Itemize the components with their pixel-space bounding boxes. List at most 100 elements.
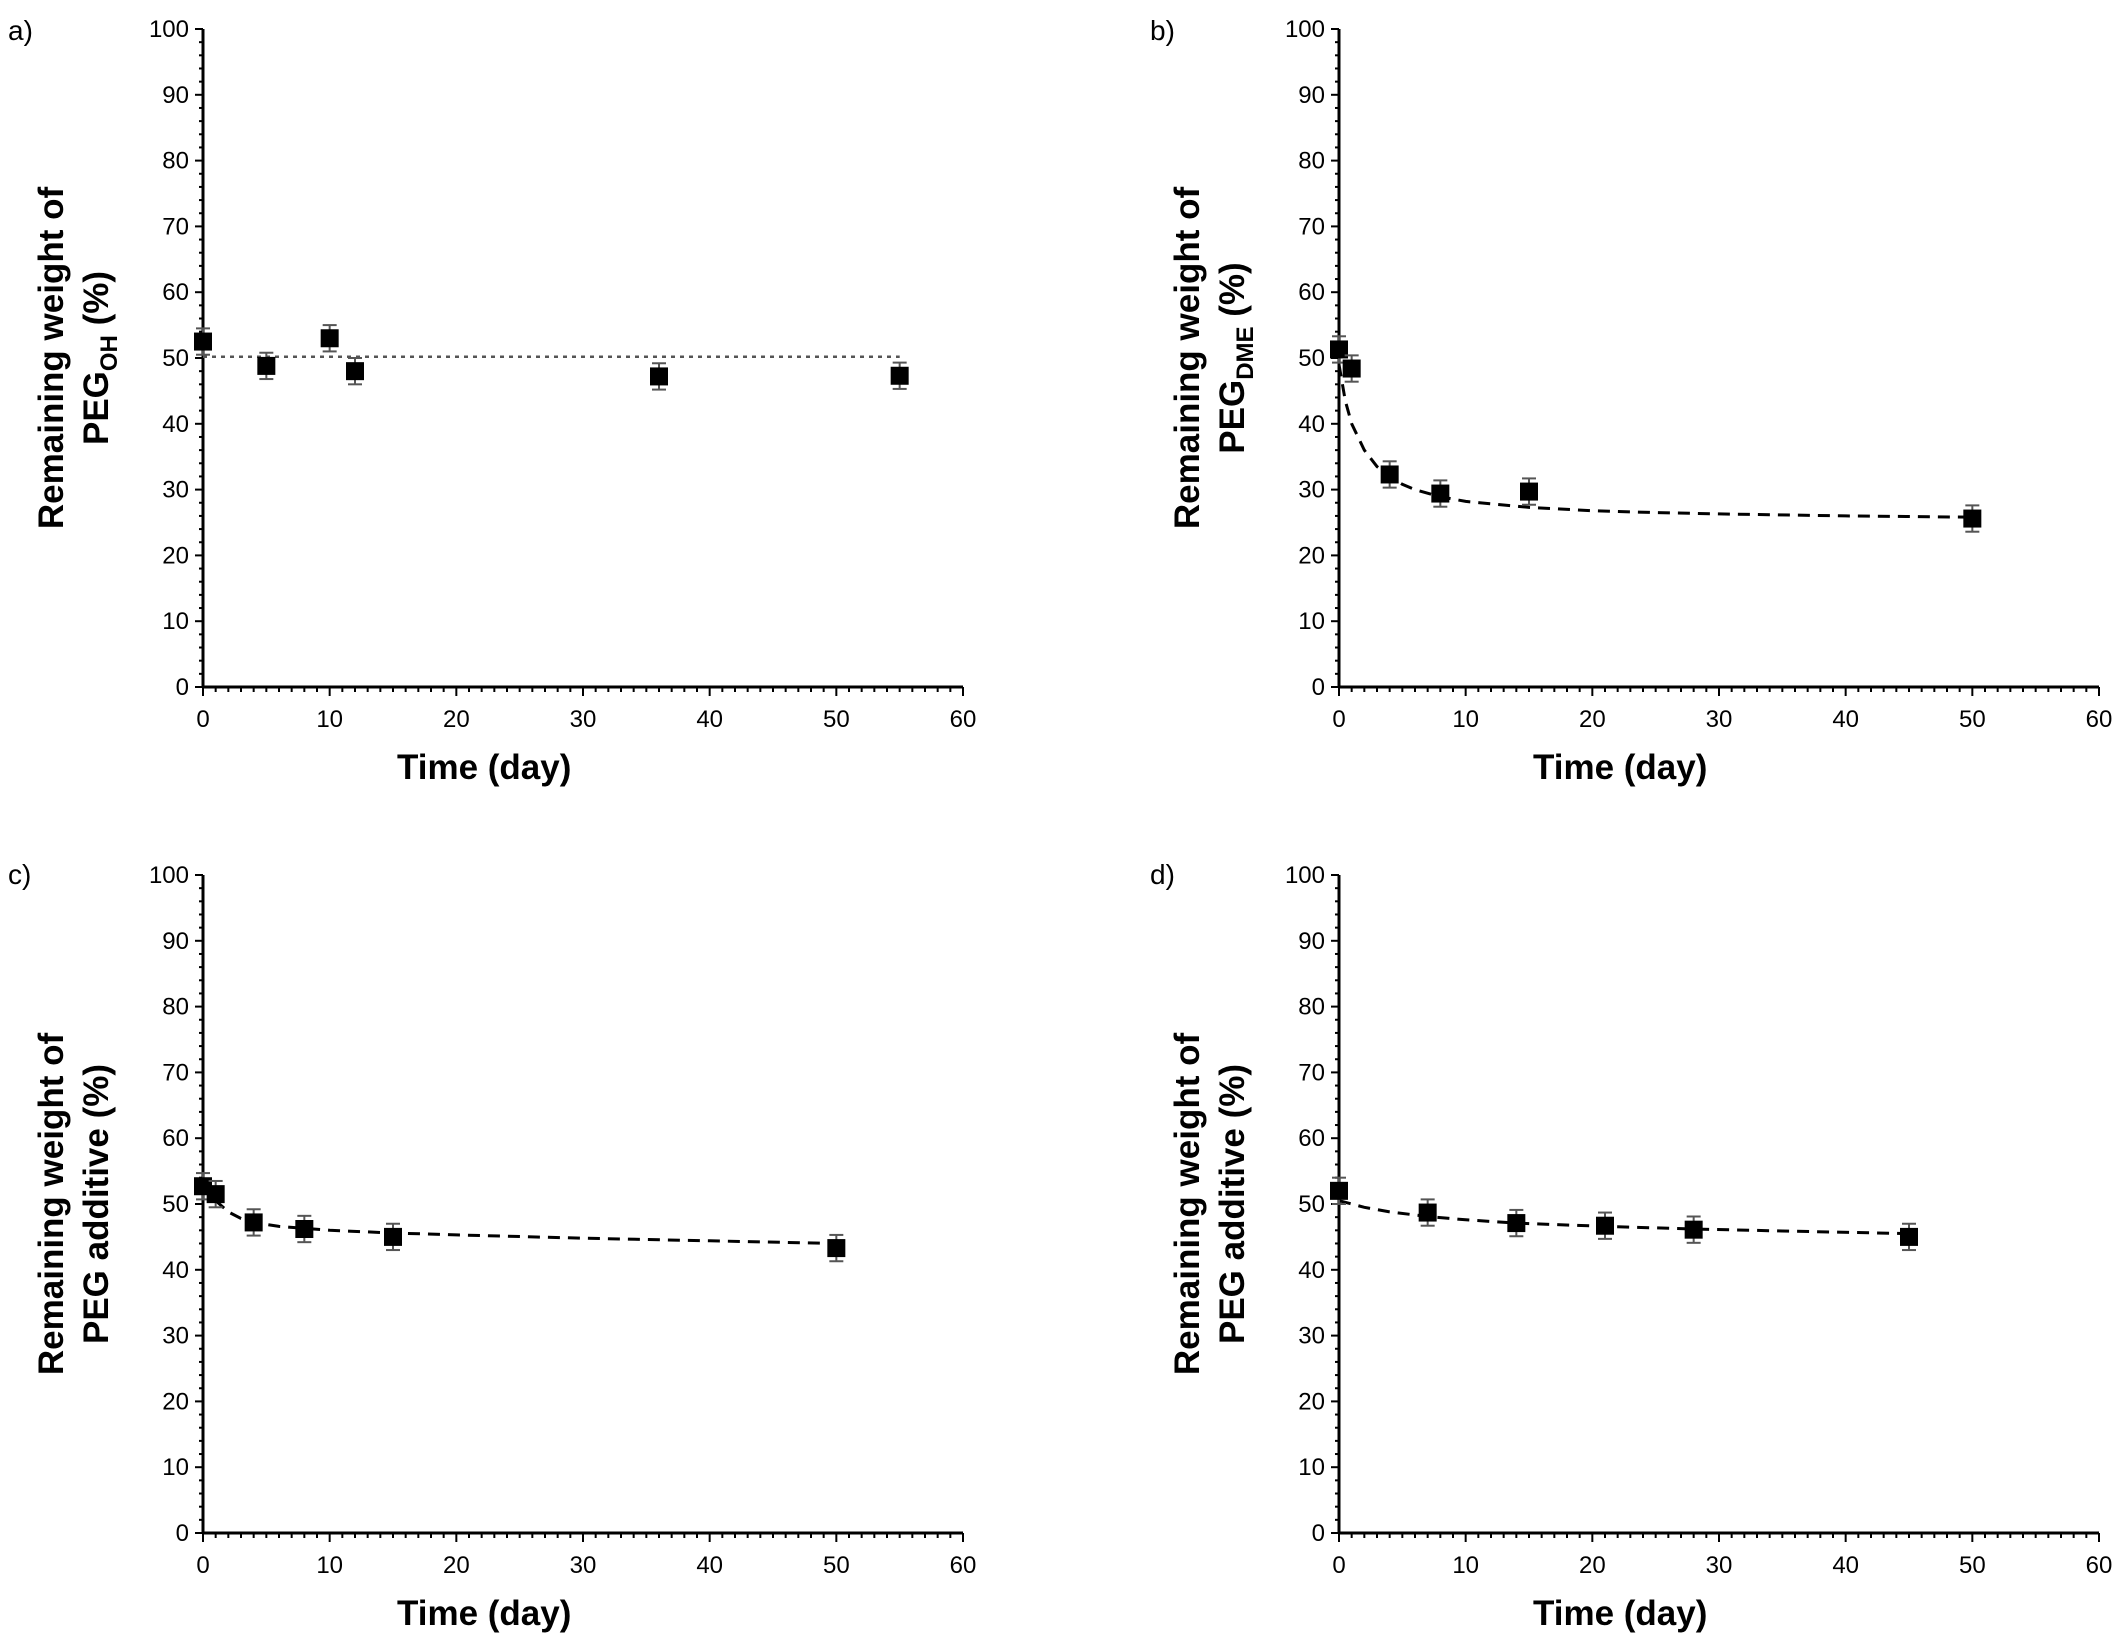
y-axis-title-line1: Remaining weight of — [1168, 1033, 1207, 1376]
y-axis-title-main: PEG — [77, 371, 116, 445]
y-tick-label: 0 — [176, 674, 189, 701]
data-point — [1342, 359, 1361, 378]
x-tick-label: 50 — [1959, 706, 1986, 733]
chart-panel-c: c) 0 10 20 30 40 50 60 70 80 90 100 0 10 20 30 40 50 60 Tim… — [8, 859, 976, 1633]
data-point — [1330, 1181, 1348, 1200]
fit-curve — [1338, 1199, 1910, 1236]
x-axis-title: Time (day) — [1533, 1594, 1707, 1633]
x-tick-label: 40 — [1832, 706, 1859, 733]
chart-panel-a: a) 0 10 20 30 40 50 60 70 80 90 100 0 10 20 30 40 50 60 Tim… — [8, 15, 976, 787]
data-point — [244, 1213, 263, 1232]
x-axis-title: Time (day) — [397, 748, 571, 787]
data-point — [194, 332, 212, 351]
x-tick-label: 40 — [696, 1552, 723, 1579]
data-point — [1963, 509, 1982, 528]
y-axis-title-line2: PEGOH (%) — [77, 271, 123, 445]
y-tick-label: 20 — [162, 1388, 189, 1415]
data-point — [320, 329, 339, 348]
chart-panel-d: d) 0 10 20 30 40 50 60 70 80 90 100 0 10 20 30 40 50 60 Tim… — [1150, 859, 2112, 1633]
y-axis-title-unit: (%) — [1213, 262, 1252, 326]
x-tick-label: 0 — [196, 1552, 209, 1579]
data-point — [1596, 1216, 1614, 1235]
y-tick-label: 100 — [1285, 862, 1325, 889]
y-tick-label: 90 — [1298, 82, 1325, 109]
data-point — [1380, 465, 1399, 484]
y-tick-label: 30 — [1298, 1323, 1325, 1350]
x-tick-label: 10 — [316, 706, 343, 733]
y-tick-label: 90 — [1298, 928, 1325, 955]
x-tick-label: 60 — [950, 1552, 977, 1579]
y-tick-label: 0 — [176, 1520, 189, 1547]
x-tick-label: 10 — [316, 1552, 343, 1579]
x-tick-label: 30 — [570, 1552, 597, 1579]
x-tick-label: 0 — [196, 706, 209, 733]
x-tick-label: 20 — [443, 1552, 470, 1579]
y-tick-label: 90 — [162, 82, 189, 109]
y-tick-label: 40 — [162, 1257, 189, 1284]
y-tick-label: 50 — [1298, 345, 1325, 372]
y-tick-label: 50 — [1298, 1191, 1325, 1218]
x-axis-title: Time (day) — [1533, 748, 1707, 787]
y-tick-label: 70 — [162, 213, 189, 240]
x-tick-label: 50 — [823, 1552, 850, 1579]
x-tick-label: 60 — [2086, 706, 2113, 733]
data-point — [206, 1185, 225, 1204]
x-tick-label: 50 — [1959, 1552, 1986, 1579]
x-tick-label: 20 — [1579, 706, 1606, 733]
y-tick-label: 20 — [1298, 542, 1325, 569]
y-tick-label: 100 — [1285, 16, 1325, 43]
data-point — [827, 1239, 846, 1258]
y-axis-title-unit: (%) — [77, 271, 116, 335]
y-tick-label: 30 — [1298, 477, 1325, 504]
data-point — [1330, 340, 1348, 359]
y-tick-label: 80 — [1298, 148, 1325, 175]
y-tick-label: 70 — [162, 1059, 189, 1086]
y-axis-title-line2: PEG additive (%) — [1213, 1064, 1252, 1344]
y-tick-label: 10 — [162, 608, 189, 635]
y-tick-label: 50 — [162, 1191, 189, 1218]
y-axis-title-subscript: DME — [1232, 326, 1259, 379]
y-tick-label: 100 — [149, 16, 189, 43]
x-tick-label: 40 — [1832, 1552, 1859, 1579]
y-axis-title-line1: Remaining weight of — [32, 1033, 71, 1376]
y-tick-label: 10 — [162, 1454, 189, 1481]
x-tick-label: 40 — [696, 706, 723, 733]
x-tick-label: 30 — [1706, 706, 1733, 733]
y-axis-title-line1: Remaining weight of — [32, 187, 71, 530]
x-tick-label: 20 — [1579, 1552, 1606, 1579]
data-point — [1684, 1220, 1703, 1239]
y-tick-label: 100 — [149, 862, 189, 889]
data-point — [1418, 1203, 1437, 1222]
x-tick-label: 30 — [570, 706, 597, 733]
x-tick-label: 30 — [1706, 1552, 1733, 1579]
x-axis-title: Time (day) — [397, 1594, 571, 1633]
y-tick-label: 60 — [1298, 279, 1325, 306]
panel-label: d) — [1150, 859, 1175, 890]
x-tick-label: 10 — [1452, 706, 1479, 733]
x-tick-label: 50 — [823, 706, 850, 733]
data-point — [1431, 484, 1450, 503]
y-tick-label: 80 — [162, 148, 189, 175]
y-axis-title-subscript: OH — [96, 335, 123, 371]
y-tick-label: 40 — [162, 411, 189, 438]
y-tick-label: 0 — [1312, 674, 1325, 701]
y-tick-label: 0 — [1312, 1520, 1325, 1547]
y-tick-label: 60 — [1298, 1125, 1325, 1152]
y-tick-label: 90 — [162, 928, 189, 955]
y-tick-label: 70 — [1298, 213, 1325, 240]
chart-panel-b: b) 0 10 20 30 40 50 60 70 80 90 100 0 10 20 30 40 50 60 Tim… — [1150, 15, 2112, 787]
y-axis-title-main: PEG additive (%) — [1213, 1064, 1252, 1344]
y-tick-label: 80 — [1298, 994, 1325, 1021]
y-tick-label: 20 — [162, 542, 189, 569]
y-axis-title-main: PEG — [1213, 380, 1252, 454]
y-tick-label: 60 — [162, 279, 189, 306]
fit-curve — [1337, 364, 1973, 519]
y-tick-label: 10 — [1298, 1454, 1325, 1481]
data-point — [295, 1220, 314, 1239]
data-point — [384, 1227, 402, 1246]
panel-label: c) — [8, 859, 31, 890]
y-tick-label: 80 — [162, 994, 189, 1021]
y-axis-title-main: PEG additive (%) — [77, 1064, 116, 1344]
data-point — [1900, 1227, 1918, 1246]
